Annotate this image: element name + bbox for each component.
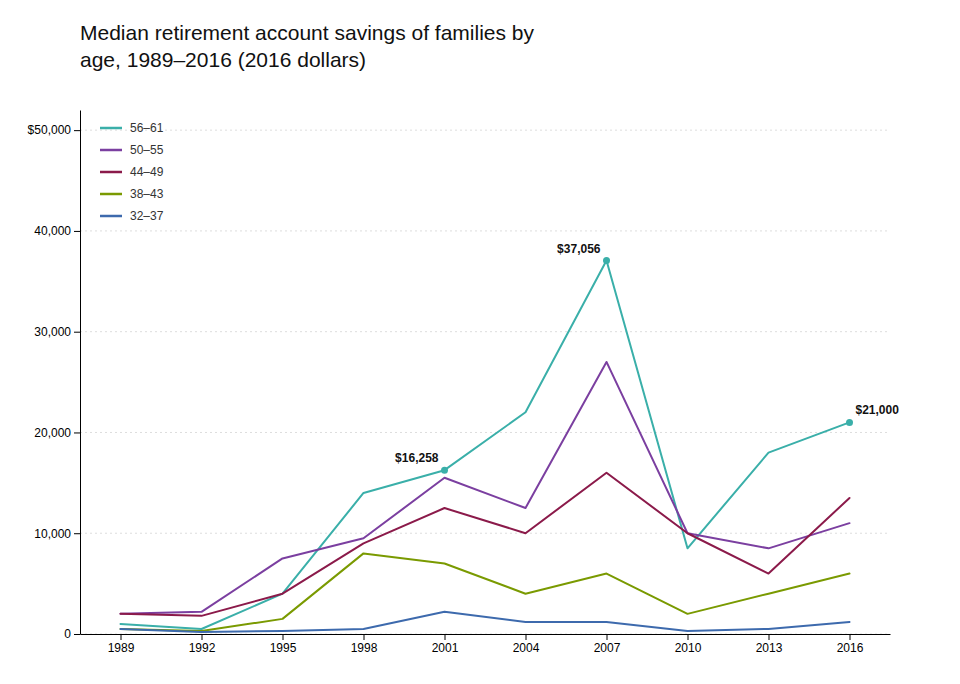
- tick-mark: [526, 634, 527, 640]
- series-line: [121, 553, 850, 631]
- tick-label: 40,000: [34, 224, 71, 238]
- chart: Median retirement account savings of fam…: [0, 0, 960, 684]
- annotation-dot: [441, 467, 448, 474]
- tick: 2001: [432, 634, 459, 655]
- grid: [80, 130, 890, 634]
- legend-item: 56–61: [100, 121, 164, 135]
- x-axis: 1989 1992 1995 1998 2001 2004 2007 2010 2013 2016: [81, 634, 891, 655]
- axis-line: [80, 111, 81, 635]
- title-line: age, 1989–2016 (2016 dollars): [80, 48, 366, 71]
- legend-swatch: [100, 193, 122, 196]
- tick: 0: [64, 627, 80, 641]
- annotations: $16,258 $37,056 $21,000: [395, 242, 899, 466]
- title-line: Median retirement account savings of fam…: [80, 21, 535, 44]
- legend-label: 50–55: [130, 143, 164, 157]
- series-line: [121, 473, 850, 616]
- annotation-dot: [846, 419, 853, 426]
- annotation: $37,056: [557, 242, 601, 256]
- legend-swatch: [100, 215, 122, 218]
- tick: 2016: [837, 634, 864, 655]
- series-line: [121, 362, 850, 614]
- tick-label: 20,000: [34, 426, 71, 440]
- tick-mark: [850, 634, 851, 640]
- tick-label: 2004: [513, 641, 540, 655]
- plot: 0 10,000 20,000 30,000 40,000 $50,000 1989 1992…: [28, 111, 900, 655]
- tick-label: 2001: [432, 641, 459, 655]
- tick: 2004: [513, 634, 540, 655]
- tick: 2010: [675, 634, 702, 655]
- tick-mark: [121, 634, 122, 640]
- tick-label: 2013: [756, 641, 783, 655]
- tick: 1995: [270, 634, 297, 655]
- tick: $50,000: [28, 123, 80, 137]
- tick-mark: [74, 231, 80, 232]
- tick-mark: [688, 634, 689, 640]
- series-line: [121, 261, 850, 629]
- annotation: $21,000: [856, 403, 900, 417]
- legend-swatch: [100, 171, 122, 174]
- tick-mark: [445, 634, 446, 640]
- y-axis: 0 10,000 20,000 30,000 40,000 $50,000: [28, 111, 81, 642]
- legend-label: 38–43: [130, 187, 164, 201]
- tick-mark: [74, 634, 80, 635]
- tick-label: $50,000: [28, 123, 72, 137]
- tick: 2007: [594, 634, 621, 655]
- grid-line: [80, 331, 890, 332]
- tick: 20,000: [34, 426, 80, 440]
- tick-mark: [74, 533, 80, 534]
- tick: 1992: [189, 634, 216, 655]
- tick-label: 1992: [189, 641, 216, 655]
- annotation-dot: [603, 257, 610, 264]
- tick-mark: [74, 332, 80, 333]
- marks: [121, 257, 854, 632]
- legend-item: 50–55: [100, 143, 164, 157]
- tick: 2013: [756, 634, 783, 655]
- grid-line: [80, 230, 890, 231]
- grid-line: [80, 130, 890, 131]
- tick-mark: [74, 130, 80, 131]
- tick: 30,000: [34, 325, 80, 339]
- legend-item: 44–49: [100, 165, 164, 179]
- tick: 1998: [351, 634, 378, 655]
- title: Median retirement account savings of fam…: [80, 21, 535, 71]
- grid-line: [80, 432, 890, 433]
- tick: 1989: [108, 634, 135, 655]
- legend: 56–61 50–55 44–49 38–43 32–37: [100, 121, 164, 223]
- tick-label: 10,000: [34, 527, 71, 541]
- tick-mark: [202, 634, 203, 640]
- series-line: [121, 612, 850, 632]
- tick-mark: [74, 432, 80, 433]
- legend-swatch: [100, 149, 122, 152]
- legend-label: 32–37: [130, 209, 164, 223]
- legend-item: 38–43: [100, 187, 164, 201]
- tick-label: 1989: [108, 641, 135, 655]
- tick-mark: [607, 634, 608, 640]
- annotation: $16,258: [395, 451, 439, 465]
- tick-mark: [364, 634, 365, 640]
- grid-line: [80, 533, 890, 534]
- tick: 40,000: [34, 224, 80, 238]
- tick-label: 2016: [837, 641, 864, 655]
- legend-item: 32–37: [100, 209, 164, 223]
- tick-mark: [283, 634, 284, 640]
- tick-label: 1995: [270, 641, 297, 655]
- tick-label: 2010: [675, 641, 702, 655]
- legend-label: 56–61: [130, 121, 164, 135]
- tick-label: 2007: [594, 641, 621, 655]
- legend-label: 44–49: [130, 165, 164, 179]
- tick: 10,000: [34, 527, 80, 541]
- tick-label: 0: [64, 627, 71, 641]
- tick-label: 1998: [351, 641, 378, 655]
- tick-label: 30,000: [34, 325, 71, 339]
- tick-mark: [769, 634, 770, 640]
- legend-swatch: [100, 127, 122, 130]
